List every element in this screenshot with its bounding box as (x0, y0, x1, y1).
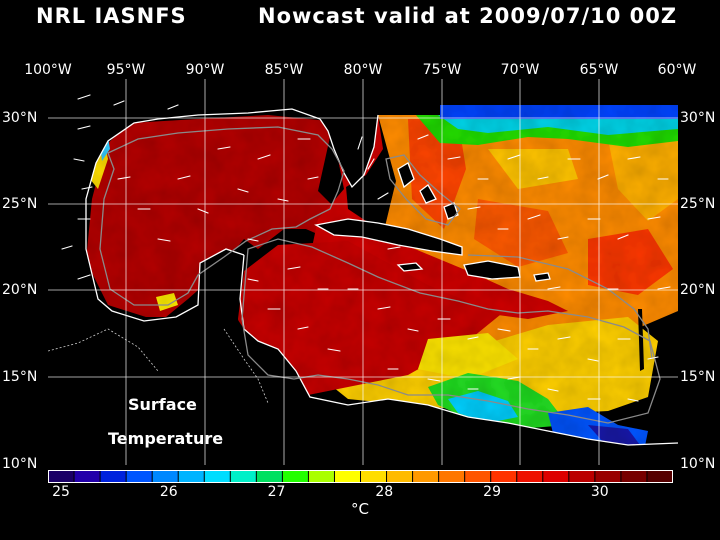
lesser-antilles-islands (638, 309, 644, 371)
color-bar-swatch (230, 470, 257, 483)
color-bar-swatch (646, 470, 673, 483)
color-bar-swatch (412, 470, 440, 483)
color-bar-tick-label: 29 (483, 484, 502, 500)
color-bar-swatch (256, 470, 283, 483)
lat-label-25n-right: 25°N (680, 196, 716, 212)
color-bar-swatch (204, 470, 231, 483)
lat-label-20n-left: 20°N (2, 282, 38, 298)
color-bar-swatch (152, 470, 179, 483)
lon-label-85w: 85°W (264, 62, 304, 78)
lon-label-95w: 95°W (106, 62, 146, 78)
caribbean-yellow-patch (418, 333, 518, 379)
lat-label-15n-left: 15°N (2, 369, 38, 385)
lat-label-15n-right: 15°N (680, 369, 716, 385)
color-bar-tick-label: 28 (375, 484, 394, 500)
color-bar-swatch (74, 470, 101, 483)
color-bar-border (48, 470, 673, 483)
hispaniola-island (464, 261, 520, 279)
south-america-land (310, 397, 678, 465)
gulf-of-mexico-region (86, 115, 360, 317)
lat-label-30n-right: 30°N (680, 110, 716, 126)
current-arrow (61, 94, 671, 402)
venezuela-upwelling-darkblue (588, 425, 640, 445)
atlantic-red-patch-3 (588, 229, 673, 295)
puerto-rico-coastline (533, 272, 551, 282)
valid-time: valid at 2009/07/10 00Z (374, 4, 678, 28)
south-caribbean-cyan-patch (448, 391, 518, 423)
florida-coastline (319, 114, 379, 189)
lat-label-10n-left: 10°N (2, 456, 38, 472)
color-bar-tick-label: 27 (267, 484, 286, 500)
florida-peninsula (320, 113, 378, 187)
color-bar-swatch (386, 470, 413, 483)
grid-lines (48, 79, 678, 465)
color-bar-swatch (594, 470, 622, 483)
campeche-yellow-rim (156, 293, 178, 311)
color-bar-swatch (438, 470, 466, 483)
color-bar-swatch (308, 470, 335, 483)
color-bar-swatch (360, 470, 387, 483)
lat-label-30n-left: 30°N (2, 110, 38, 126)
color-bar-swatch (178, 470, 205, 483)
color-bar-swatch (334, 470, 361, 483)
atlantic-yellow-patch-2 (488, 149, 578, 189)
color-bar-tick-label: 30 (590, 484, 609, 500)
north-america-land (48, 79, 348, 465)
us-mexico-border (48, 328, 159, 372)
color-bar-swatch (620, 470, 648, 483)
color-bar-swatch (464, 470, 492, 483)
lat-label-20n-right: 20°N (680, 282, 716, 298)
atlantic-red-patch-2 (474, 199, 568, 267)
lon-label-100w: 100°W (24, 62, 72, 78)
current-vectors (61, 94, 671, 402)
political-boundaries (48, 328, 269, 404)
caribbean-shelf-contour (241, 238, 661, 424)
lon-label-75w: 75°W (422, 62, 462, 78)
color-bar-swatch (490, 470, 518, 483)
cuba-coastline (314, 218, 463, 256)
unit-label: °C (351, 500, 369, 518)
color-bar-swatch (282, 470, 309, 483)
color-bar-swatch (100, 470, 127, 483)
cuba-island (316, 219, 462, 255)
field-label-line1: Surface (128, 395, 197, 414)
lat-label-10n-right: 10°N (680, 456, 716, 472)
coastlines (85, 108, 678, 446)
model-name: NRL IASNFS (36, 4, 187, 28)
color-bar-tick-label: 26 (159, 484, 178, 500)
land-masses (48, 79, 678, 465)
color-bar-tick-label: 25 (52, 484, 70, 500)
field-label-line2: Temperature (108, 429, 224, 448)
bahamas-island-3 (444, 203, 458, 219)
color-bar-swatch (568, 470, 596, 483)
jamaica-island (398, 263, 422, 271)
lon-label-80w: 80°W (343, 62, 383, 78)
north-atlantic-cyan-band (438, 115, 678, 135)
color-bar (48, 470, 673, 483)
southeast-us-coast (348, 79, 678, 113)
central-america-coastline (239, 254, 678, 446)
sst-map (48, 79, 678, 465)
lon-label-90w: 90°W (185, 62, 225, 78)
lon-label-70w: 70°W (500, 62, 540, 78)
product-type: Nowcast (258, 4, 366, 28)
color-bar-swatch (126, 470, 153, 483)
color-bar-swatch (48, 470, 75, 483)
yucatan-peninsula (198, 249, 244, 311)
jamaica-coastline (396, 262, 424, 272)
mexico-guatemala-border (223, 328, 269, 404)
gulf-coastline (85, 108, 321, 322)
lon-label-60w: 60°W (657, 62, 697, 78)
color-bar-swatch (542, 470, 570, 483)
central-america (198, 301, 318, 419)
north-atlantic-blue-band (440, 105, 678, 119)
atlantic-yellow-patch-1 (608, 137, 678, 221)
lon-label-65w: 65°W (579, 62, 619, 78)
lat-label-25n-left: 25°N (2, 196, 38, 212)
color-bar-swatch (516, 470, 544, 483)
bahamas-contour (385, 154, 461, 226)
